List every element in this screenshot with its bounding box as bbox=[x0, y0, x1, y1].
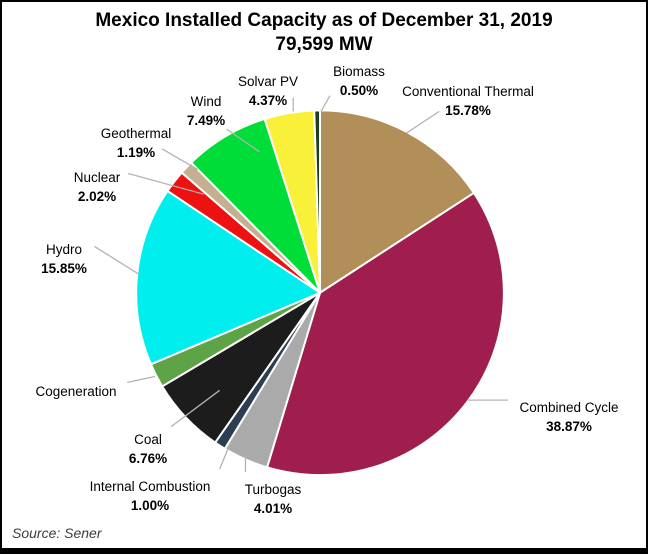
slice-label-name: Cogeneration bbox=[35, 384, 117, 399]
chart-title-line1: Mexico Installed Capacity as of December… bbox=[95, 10, 553, 31]
leader-line-internal-combustion bbox=[219, 442, 232, 470]
slice-label-percent: 7.49% bbox=[186, 113, 226, 128]
leader-line-biomass bbox=[320, 95, 331, 112]
leader-line-geothermal bbox=[161, 148, 199, 171]
slice-label-solvar-pv: Solvar PV 4.37% bbox=[238, 72, 298, 110]
slice-label-name: Internal Combustion bbox=[89, 479, 211, 494]
chart-title: Mexico Installed Capacity as of December… bbox=[2, 2, 646, 57]
slice-label-percent: 15.85% bbox=[41, 261, 87, 276]
slice-labels-layer: Conventional Thermal 15.78% Combined Cycle… bbox=[2, 2, 646, 548]
slice-label-percent: 38.87% bbox=[546, 419, 592, 434]
slice-label-conventional-thermal: Conventional Thermal 15.78% bbox=[402, 82, 534, 120]
slice-label-cogeneration: Cogeneration bbox=[35, 382, 116, 401]
pie-slice-biomass bbox=[313, 109, 322, 294]
leader-line-cogeneration bbox=[127, 375, 156, 384]
chart-title-line2: 79,599 MW bbox=[275, 34, 373, 55]
slice-label-percent: 0.50% bbox=[339, 83, 379, 98]
slice-label-internal-combustion: Internal Combustion 1.00% bbox=[90, 477, 211, 515]
pie-chart bbox=[94, 95, 508, 477]
slice-label-percent: 1.00% bbox=[130, 498, 170, 513]
slice-label-percent: 4.01% bbox=[253, 501, 293, 516]
slice-label-turbogas: Turbogas 4.01% bbox=[245, 480, 302, 518]
leader-line-coal bbox=[170, 389, 221, 428]
slice-label-nuclear: Nuclear 2.02% bbox=[74, 168, 121, 206]
leader-line-conventional-thermal bbox=[406, 110, 440, 134]
slice-label-name: Nuclear bbox=[73, 170, 121, 185]
slice-label-geothermal: Geothermal 1.19% bbox=[101, 124, 172, 162]
slice-label-name: Solvar PV bbox=[237, 74, 299, 89]
pie-slice-combined-cycle bbox=[266, 191, 505, 477]
slice-label-name: Coal bbox=[134, 432, 162, 447]
slice-label-percent: 4.37% bbox=[248, 93, 288, 108]
slice-label-percent: 2.02% bbox=[77, 189, 117, 204]
slice-label-name: Biomass bbox=[333, 64, 385, 79]
leader-line-wind bbox=[226, 128, 260, 153]
slice-label-name: Conventional Thermal bbox=[402, 84, 534, 99]
slice-label-name: Hydro bbox=[45, 242, 83, 257]
slice-label-wind: Wind 7.49% bbox=[187, 92, 225, 130]
slice-label-percent: 6.76% bbox=[128, 451, 168, 466]
pie-slice-hydro bbox=[135, 189, 322, 366]
slice-label-biomass: Biomass 0.50% bbox=[333, 62, 385, 100]
source-caption: Source: Sener bbox=[12, 525, 102, 541]
slice-label-name: Geothermal bbox=[100, 126, 172, 141]
slice-label-name: Wind bbox=[190, 94, 222, 109]
slice-label-percent: 1.19% bbox=[116, 145, 156, 160]
slice-label-name: Combined Cycle bbox=[519, 400, 619, 415]
slice-label-coal: Coal 6.76% bbox=[129, 430, 167, 468]
slice-label-combined-cycle: Combined Cycle 38.87% bbox=[519, 398, 618, 436]
leader-line-hydro bbox=[94, 245, 141, 276]
leader-line-nuclear bbox=[128, 172, 204, 195]
slice-label-name: Turbogas bbox=[244, 482, 302, 497]
slice-label-hydro: Hydro 15.85% bbox=[41, 240, 87, 278]
slice-label-percent: 15.78% bbox=[445, 103, 491, 118]
